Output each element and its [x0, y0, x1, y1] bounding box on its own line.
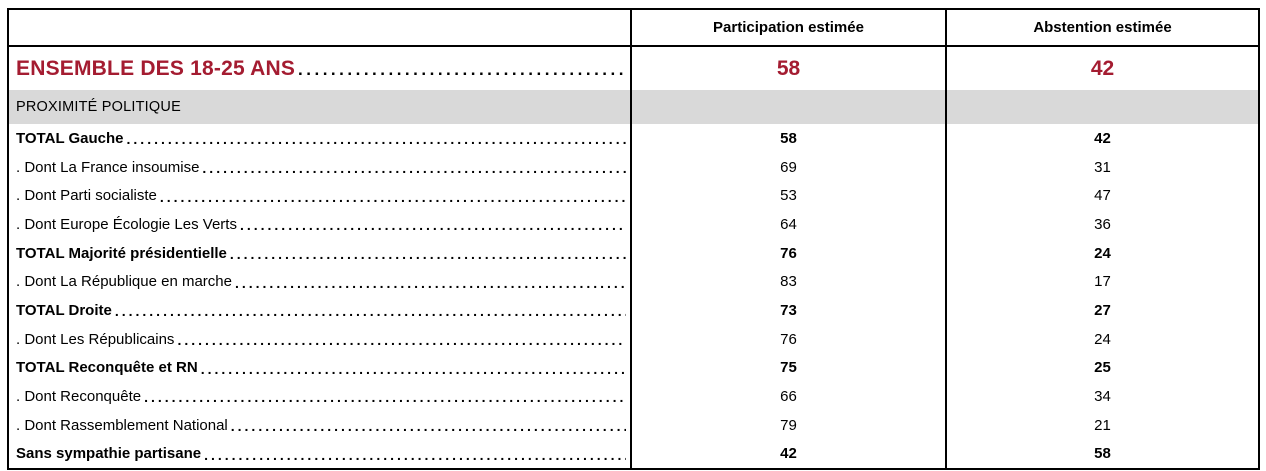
- participation-value: 69: [630, 152, 945, 182]
- section-empty-cell: [945, 90, 1258, 124]
- table-row: TOTAL Reconquête et RN..................…: [9, 353, 1258, 383]
- participation-value: 66: [630, 382, 945, 411]
- dot-leader: ........................................…: [229, 246, 626, 262]
- table-row: . Dont Parti socialiste.................…: [9, 181, 1258, 211]
- dot-leader: ........................................…: [204, 446, 626, 462]
- table-row: TOTAL Majorité présidentielle...........…: [9, 238, 1258, 268]
- ensemble-label: ENSEMBLE DES 18-25 ANS: [16, 56, 296, 80]
- section-empty-cell: [630, 90, 945, 124]
- dot-leader: ........................................…: [202, 160, 626, 175]
- row-label-cell: TOTAL Reconquête et RN..................…: [9, 353, 630, 382]
- participation-value: 73: [630, 296, 945, 325]
- ensemble-label-cell: ENSEMBLE DES 18-25 ANS .................…: [9, 47, 630, 90]
- participation-estimation-table: Participation estimée Abstention estimée…: [7, 8, 1260, 470]
- row-label: . Dont La France insoumise: [16, 158, 200, 176]
- row-label-cell: . Dont La France insoumise..............…: [9, 153, 630, 182]
- abstention-value: 58: [945, 439, 1258, 469]
- dot-leader: ........................................…: [239, 217, 626, 233]
- row-label: . Dont Les Républicains: [16, 330, 175, 348]
- row-label-cell: TOTAL Droite............................…: [9, 296, 630, 325]
- row-label-cell: TOTAL Gauche............................…: [9, 124, 630, 153]
- row-label: . Dont Europe Écologie Les Verts: [16, 215, 237, 233]
- participation-value: 79: [630, 410, 945, 440]
- abstention-value: 24: [945, 238, 1258, 268]
- dot-leader: ........................................…: [234, 274, 626, 290]
- participation-value: 75: [630, 353, 945, 383]
- row-label-cell: . Dont Les Républicains.................…: [9, 325, 630, 354]
- header-participation: Participation estimée: [630, 10, 945, 45]
- row-label-cell: . Dont Rassemblement National...........…: [9, 411, 630, 440]
- table-row: Sans sympathie partisane................…: [9, 439, 1258, 469]
- abstention-value: 47: [945, 181, 1258, 211]
- dot-leader: ........................................…: [177, 332, 626, 348]
- dot-leader: ........................................…: [230, 418, 626, 434]
- row-label: Sans sympathie partisane: [16, 445, 202, 463]
- section-row-proximite-politique: PROXIMITÉ POLITIQUE: [9, 90, 1258, 124]
- ensemble-abstention-value: 42: [945, 47, 1258, 90]
- ensemble-participation-value: 58: [630, 47, 945, 90]
- section-label-cell: PROXIMITÉ POLITIQUE: [9, 90, 630, 124]
- row-label: . Dont Parti socialiste: [16, 187, 157, 205]
- dot-leader: ........................................…: [298, 60, 626, 78]
- row-label-cell: . Dont La République en marche..........…: [9, 267, 630, 296]
- abstention-value: 36: [945, 210, 1258, 239]
- abstention-value: 42: [945, 124, 1258, 153]
- row-label-cell: TOTAL Majorité présidentielle...........…: [9, 239, 630, 268]
- dot-leader: ........................................…: [126, 131, 626, 147]
- abstention-value: 17: [945, 267, 1258, 297]
- header-abstention: Abstention estimée: [945, 10, 1258, 45]
- row-label-cell: . Dont Parti socialiste.................…: [9, 181, 630, 210]
- participation-value: 83: [630, 267, 945, 297]
- participation-value: 76: [630, 238, 945, 268]
- row-label-cell: . Dont Reconquête.......................…: [9, 382, 630, 411]
- ensemble-row: ENSEMBLE DES 18-25 ANS .................…: [9, 47, 1258, 90]
- table-row: . Dont Europe Écologie Les Verts........…: [9, 210, 1258, 239]
- dot-leader: ........................................…: [144, 389, 626, 405]
- table-header-row: Participation estimée Abstention estimée: [9, 10, 1258, 47]
- row-label: . Dont Reconquête: [16, 387, 142, 405]
- abstention-value: 31: [945, 152, 1258, 182]
- participation-value: 64: [630, 210, 945, 239]
- dot-leader: ........................................…: [159, 188, 626, 204]
- row-label: TOTAL Reconquête et RN: [16, 359, 198, 377]
- row-label-cell: . Dont Europe Écologie Les Verts........…: [9, 210, 630, 239]
- table-row: . Dont Les Républicains.................…: [9, 324, 1258, 354]
- abstention-value: 25: [945, 353, 1258, 383]
- participation-value: 53: [630, 181, 945, 211]
- table-row: . Dont Rassemblement National...........…: [9, 410, 1258, 440]
- row-label: TOTAL Majorité présidentielle: [16, 244, 227, 262]
- row-label: TOTAL Droite: [16, 301, 112, 319]
- abstention-value: 21: [945, 410, 1258, 440]
- participation-value: 42: [630, 439, 945, 469]
- participation-value: 58: [630, 124, 945, 153]
- table-row: . Dont La France insoumise..............…: [9, 152, 1258, 182]
- section-label: PROXIMITÉ POLITIQUE: [16, 99, 181, 115]
- row-label: . Dont Rassemblement National: [16, 416, 228, 434]
- dot-leader: ........................................…: [200, 360, 626, 376]
- row-label: TOTAL Gauche: [16, 129, 124, 147]
- abstention-value: 24: [945, 324, 1258, 354]
- row-label-cell: Sans sympathie partisane................…: [9, 439, 630, 468]
- participation-value: 76: [630, 324, 945, 354]
- dot-leader: ........................................…: [114, 303, 626, 319]
- table-row: . Dont Reconquête.......................…: [9, 382, 1258, 411]
- row-label: . Dont La République en marche: [16, 273, 232, 291]
- header-empty-cell: [9, 10, 630, 45]
- table-row: TOTAL Droite............................…: [9, 296, 1258, 325]
- table-row: TOTAL Gauche............................…: [9, 124, 1258, 153]
- table-row: . Dont La République en marche..........…: [9, 267, 1258, 297]
- abstention-value: 27: [945, 296, 1258, 325]
- abstention-value: 34: [945, 382, 1258, 411]
